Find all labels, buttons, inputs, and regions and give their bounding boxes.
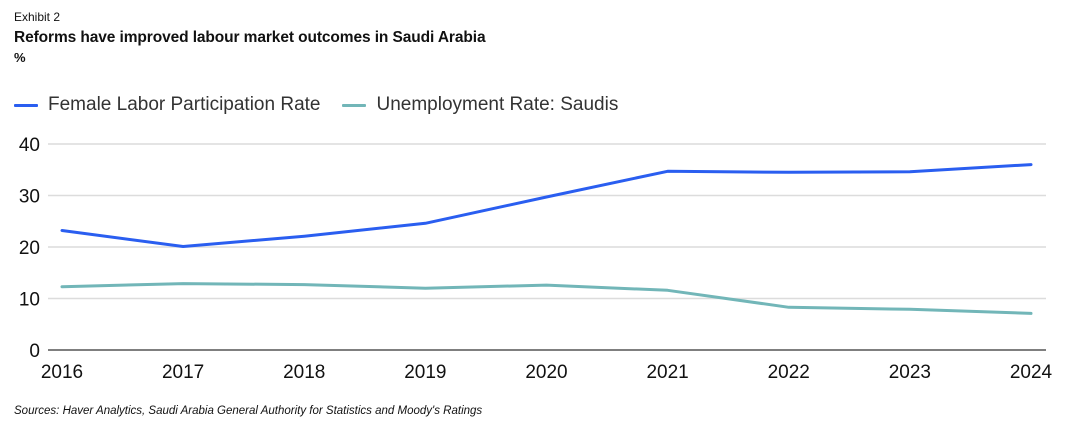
unit-label: %: [14, 50, 26, 65]
series-lines: [60, 163, 1033, 315]
x-tick-label: 2017: [162, 362, 204, 383]
legend-swatch-female-labor: [14, 103, 38, 107]
exhibit-label: Exhibit 2: [14, 10, 61, 24]
x-tick-label: 2022: [768, 362, 810, 383]
legend-item-unemployment: Unemployment Rate: Saudis: [342, 94, 618, 116]
x-tick-label: 2016: [41, 362, 83, 383]
sources-note: Sources: Haver Analytics, Saudi Arabia G…: [14, 405, 483, 417]
y-tick-label: 10: [19, 290, 40, 311]
x-axis-ticks: 2016 2017 2018 2019 2020 2021 2022 2023 2024: [41, 362, 1053, 383]
x-tick-label: 2019: [404, 362, 446, 383]
legend-label-female-labor: Female Labor Participation Rate: [48, 94, 321, 115]
x-tick-label: 2021: [646, 362, 688, 383]
series-line-female-labor: [60, 163, 1033, 248]
y-tick-label: 30: [19, 187, 40, 208]
legend-item-female-labor: Female Labor Participation Rate: [14, 94, 320, 116]
y-axis-ticks: 0 10 20 30 40: [19, 135, 40, 362]
chart-title: Reforms have improved labour market outc…: [14, 29, 486, 46]
x-tick-label: 2020: [525, 362, 567, 383]
y-tick-label: 0: [29, 341, 40, 362]
legend-label-unemployment: Unemployment Rate: Saudis: [376, 94, 619, 115]
y-tick-label: 20: [19, 238, 40, 259]
x-tick-label: 2023: [889, 362, 931, 383]
gridlines: [48, 143, 1046, 351]
legend-swatch-unemployment: [342, 103, 367, 107]
legend: Female Labor Participation Rate Unemploy…: [14, 94, 640, 116]
x-tick-label: 2018: [283, 362, 325, 383]
x-tick-label: 2024: [1010, 362, 1053, 383]
y-tick-label: 40: [19, 135, 40, 156]
